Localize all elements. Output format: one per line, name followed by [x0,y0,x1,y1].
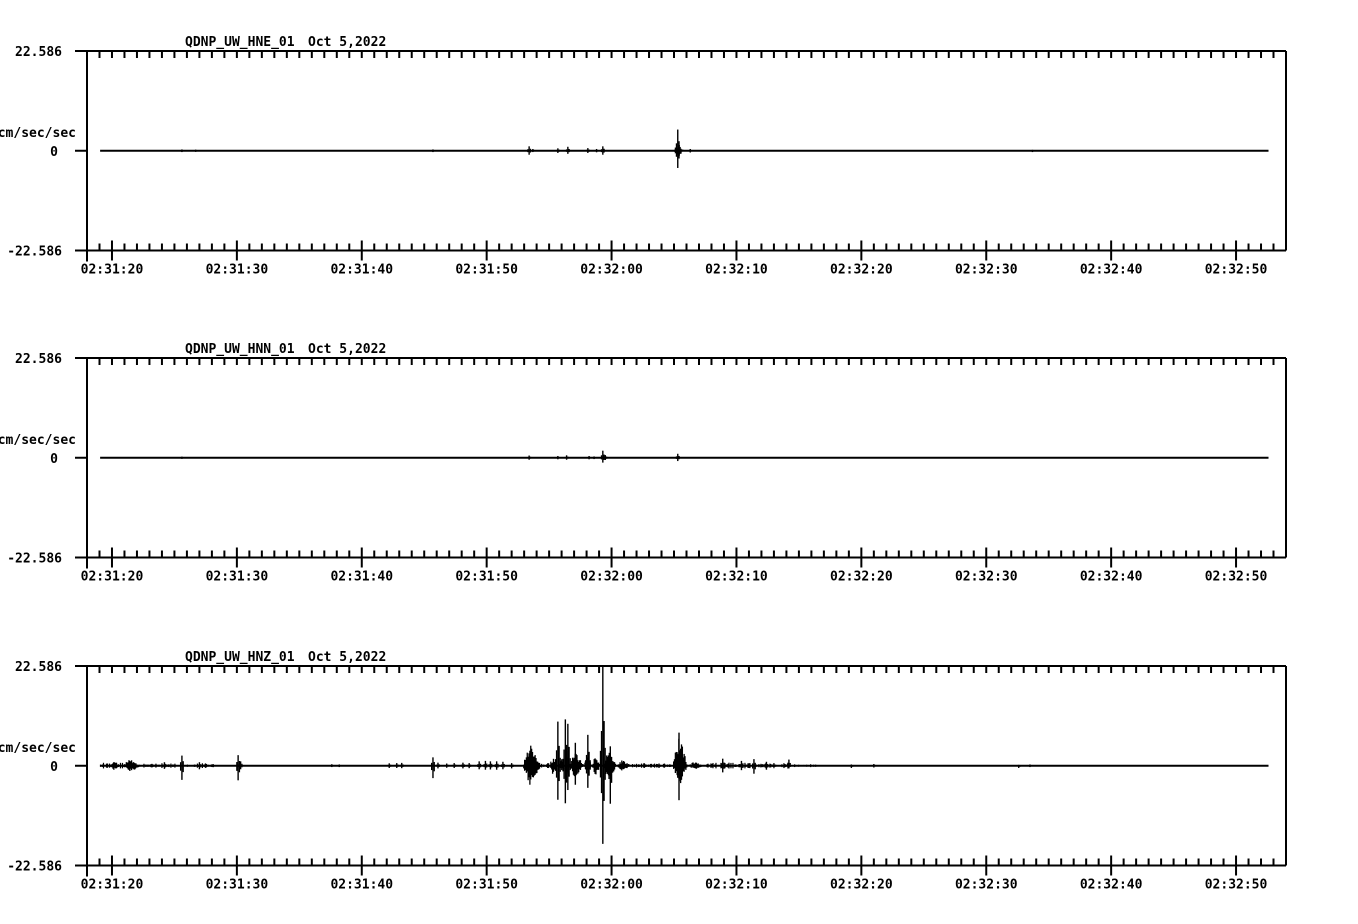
x-tick-label: 02:31:50 [455,878,518,893]
x-tick-label: 02:31:20 [81,570,144,585]
waveform-trace [100,129,1269,168]
x-tick-label: 02:32:40 [1080,570,1143,585]
panel-title: QDNP_UW_HNZ_01 [185,650,295,665]
x-tick-label: 02:31:30 [206,570,269,585]
waveform-trace [99,666,1269,844]
y-axis-unit-label: cm/sec/sec [0,126,76,141]
x-tick-label: 02:31:40 [330,570,393,585]
x-tick-label: 02:32:00 [580,570,643,585]
x-tick-label: 02:32:10 [705,570,768,585]
panel-title: QDNP_UW_HNE_01 [185,35,295,50]
x-tick-label: 02:32:50 [1205,878,1268,893]
y-axis-unit-label: cm/sec/sec [0,433,76,448]
x-tick-label: 02:31:40 [330,878,393,893]
x-tick-label: 02:32:20 [830,878,893,893]
x-tick-label: 02:32:50 [1205,263,1268,278]
x-tick-label: 02:32:00 [580,878,643,893]
x-tick-label: 02:32:30 [955,263,1018,278]
panel-date: Oct 5,2022 [308,342,386,357]
seismogram-panel-hnn: 22.586 cm/sec/sec 0 -22.586 QDNP_UW_HNN_01 Oc… [0,308,1358,616]
y-tick-label-zero: 0 [50,760,58,775]
x-tick-label: 02:32:40 [1080,878,1143,893]
y-axis-unit-label: cm/sec/sec [0,741,76,756]
seismogram-plot-hnn: 22.586 cm/sec/sec 0 -22.586 QDNP_UW_HNN_01 Oc… [0,342,1287,585]
x-tick-label: 02:32:00 [580,263,643,278]
y-tick-label-max: 22.586 [15,660,62,675]
y-tick-label-min: -22.586 [7,245,62,260]
x-tick-label: 02:31:30 [206,878,269,893]
x-tick-label: 02:31:50 [455,570,518,585]
y-tick-label-max: 22.586 [15,352,62,367]
waveform-trace [100,450,1269,463]
x-tick-label: 02:32:30 [955,878,1018,893]
y-tick-label-zero: 0 [50,452,58,467]
seismogram-plot-hne: 22.586 cm/sec/sec 0 -22.586 QDNP_UW_HNE_01 Oc… [0,35,1287,278]
panel-date: Oct 5,2022 [308,650,386,665]
y-tick-label-zero: 0 [50,145,58,160]
x-tick-label: 02:31:20 [81,878,144,893]
x-tick-label: 02:32:30 [955,570,1018,585]
seismogram-panel-hne: 22.586 cm/sec/sec 0 -22.586 QDNP_UW_HNE_01 Oc… [0,0,1358,308]
x-tick-label: 02:32:40 [1080,263,1143,278]
y-tick-label-min: -22.586 [7,860,62,875]
panel-title: QDNP_UW_HNN_01 [185,342,295,357]
y-tick-label-min: -22.586 [7,552,62,567]
y-tick-label-max: 22.586 [15,45,62,60]
panel-date: Oct 5,2022 [308,35,386,50]
seismogram-plot-hnz: 22.586 cm/sec/sec 0 -22.586 QDNP_UW_HNZ_01 Oc… [0,650,1287,893]
x-tick-label: 02:32:20 [830,263,893,278]
x-tick-label: 02:31:50 [455,263,518,278]
x-tick-label: 02:32:20 [830,570,893,585]
x-tick-label: 02:31:20 [81,263,144,278]
x-tick-label: 02:32:50 [1205,570,1268,585]
x-tick-label: 02:31:30 [206,263,269,278]
x-tick-label: 02:31:40 [330,263,393,278]
x-tick-label: 02:32:10 [705,263,768,278]
x-tick-label: 02:32:10 [705,878,768,893]
seismogram-panel-hnz: 22.586 cm/sec/sec 0 -22.586 QDNP_UW_HNZ_01 Oc… [0,616,1358,924]
